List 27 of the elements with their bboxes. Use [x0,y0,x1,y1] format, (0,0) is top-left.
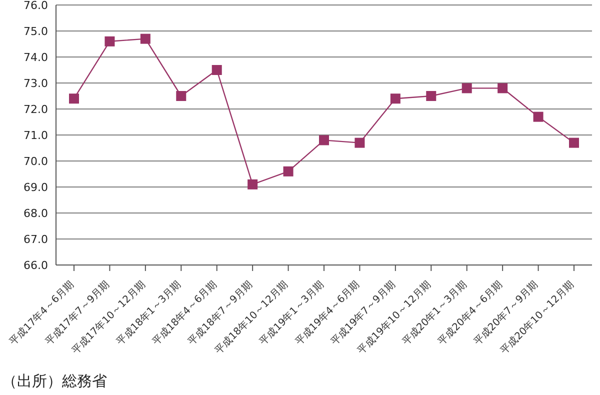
point [569,138,579,148]
point [69,94,79,104]
text: （出所）総務省 [2,372,107,391]
y-tick-label: 71.0 [24,128,48,142]
point [426,91,436,101]
point [248,179,258,190]
y-tick-label: 72.0 [24,102,48,116]
point [104,36,115,46]
point [462,83,472,94]
point [354,138,365,148]
y-tick-label: 73.0 [24,76,48,90]
y-tick-label: 76.0 [24,0,48,12]
point [212,65,222,75]
point [140,34,150,44]
point [533,112,544,122]
y-tick-label: 69.0 [24,180,48,194]
y-tick-label: 68.0 [24,206,48,220]
point [498,83,508,94]
y-tick-label: 66.0 [24,258,48,272]
y-tick-label: 75.0 [24,24,48,38]
point [390,94,400,104]
y-tick-label: 74.0 [24,50,48,64]
point [176,91,186,101]
y-tick-label: 70.0 [24,154,48,168]
point [319,135,329,146]
y-tick-label: 67.0 [24,232,48,246]
point [283,166,294,176]
